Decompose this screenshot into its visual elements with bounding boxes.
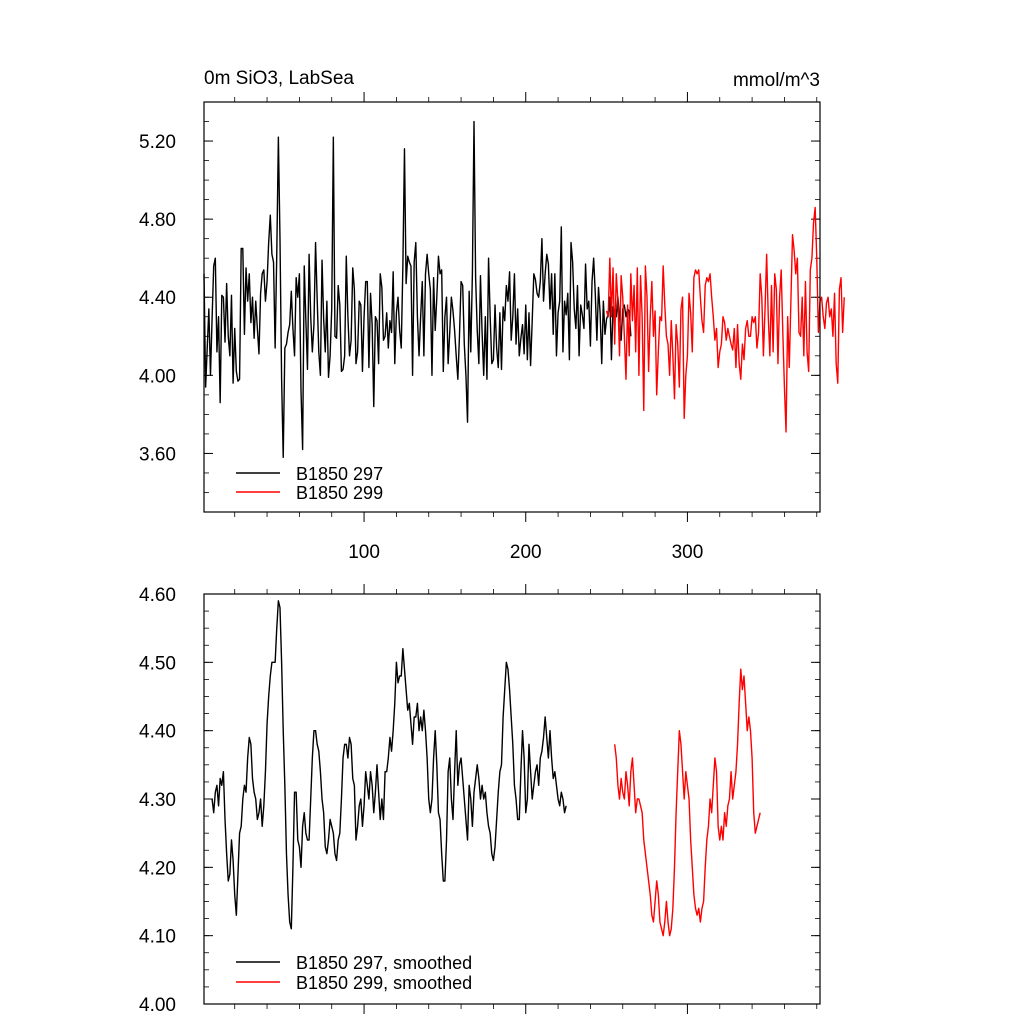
bottom-y-tick-label: 4.20 [139, 858, 176, 879]
bottom-ticks: 4.00 4.10 4.20 4.30 4.40 4.50 4.60 [139, 584, 820, 1016]
bottom-panel: 4.00 4.10 4.20 4.30 4.40 4.50 4.60 B1850 297, … [139, 584, 821, 1016]
top-y-tick-label: 5.20 [139, 132, 176, 153]
top-y-tick-label: 4.40 [139, 288, 176, 309]
top-series [203, 120, 845, 459]
bottom-y-tick-label: 4.10 [139, 927, 176, 948]
bottom-legend: B1850 297, smoothed B1850 299, smoothed [236, 953, 472, 993]
top-plot-frame [203, 101, 821, 513]
legend-label-b1850-297: B1850 297 [296, 464, 383, 484]
bottom-series-b1850-299-smoothed [613, 668, 761, 937]
top-series-b1850-297 [203, 120, 632, 459]
top-y-tick-label: 3.60 [139, 444, 176, 465]
top-legend: B1850 297 B1850 299 [236, 464, 383, 503]
bottom-series [211, 600, 761, 937]
legend-label-b1850-299: B1850 299 [296, 483, 383, 503]
bottom-plot-frame [203, 593, 821, 1005]
top-series-b1850-299 [605, 206, 845, 433]
top-x-tick-label: 200 [510, 542, 542, 563]
bottom-y-tick-label: 4.00 [139, 995, 176, 1016]
legend-label-b1850-297-smoothed: B1850 297, smoothed [296, 953, 472, 973]
top-y-tick-label: 4.00 [139, 366, 176, 387]
legend-label-b1850-299-smoothed: B1850 299, smoothed [296, 973, 472, 993]
top-ticks: 3.60 4.00 4.40 4.80 5.20 100 200 300 [139, 92, 820, 563]
bottom-y-tick-label: 4.40 [139, 722, 176, 743]
bottom-y-tick-label: 4.30 [139, 790, 176, 811]
top-x-tick-label: 300 [672, 542, 704, 563]
bottom-y-tick-label: 4.50 [139, 653, 176, 674]
top-panel: 0m SiO3, LabSea mmol/m^3 3.60 4.00 4.40 4.8… [139, 68, 845, 563]
bottom-y-tick-label: 4.60 [139, 585, 176, 606]
bottom-series-b1850-297-smoothed [211, 600, 567, 930]
top-x-tick-label: 100 [348, 542, 380, 563]
top-y-tick-label: 4.80 [139, 210, 176, 231]
top-panel-units: mmol/m^3 [733, 70, 820, 91]
top-panel-title: 0m SiO3, LabSea [204, 68, 354, 89]
